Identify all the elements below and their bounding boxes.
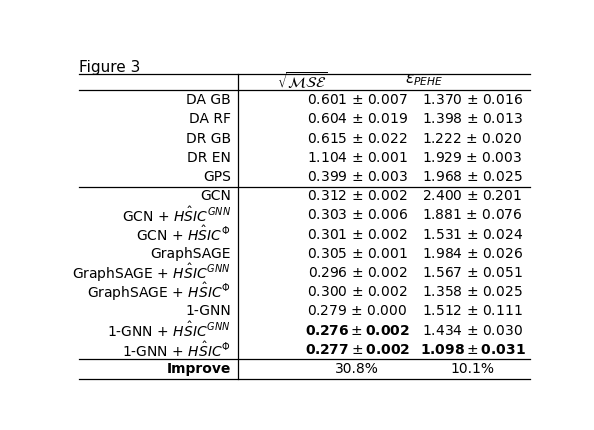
Text: DR GB: DR GB bbox=[186, 132, 230, 146]
Text: $\mathbf{0.276} \pm \mathbf{0.002}$: $\mathbf{0.276} \pm \mathbf{0.002}$ bbox=[305, 324, 410, 338]
Text: 0.399 $\pm$ 0.003: 0.399 $\pm$ 0.003 bbox=[307, 170, 407, 184]
Text: 1.104 $\pm$ 0.001: 1.104 $\pm$ 0.001 bbox=[307, 151, 407, 165]
Text: GraphSAGE + $H\hat{S}IC^{\Phi}$: GraphSAGE + $H\hat{S}IC^{\Phi}$ bbox=[87, 281, 230, 304]
Text: 1-GNN + $H\hat{S}IC^{GNN}$: 1-GNN + $H\hat{S}IC^{GNN}$ bbox=[107, 321, 230, 340]
Text: 0.305 $\pm$ 0.001: 0.305 $\pm$ 0.001 bbox=[307, 247, 407, 261]
Text: $\mathbf{1.098} \pm \mathbf{0.031}$: $\mathbf{1.098} \pm \mathbf{0.031}$ bbox=[419, 343, 526, 357]
Text: 0.279 $\pm$ 0.000: 0.279 $\pm$ 0.000 bbox=[307, 304, 407, 319]
Text: 0.296 $\pm$ 0.002: 0.296 $\pm$ 0.002 bbox=[308, 266, 407, 280]
Text: 1-GNN: 1-GNN bbox=[185, 304, 230, 319]
Text: GraphSAGE + $H\hat{S}IC^{GNN}$: GraphSAGE + $H\hat{S}IC^{GNN}$ bbox=[72, 262, 230, 284]
Text: 1.567 $\pm$ 0.051: 1.567 $\pm$ 0.051 bbox=[422, 266, 523, 280]
Text: 1.531 $\pm$ 0.024: 1.531 $\pm$ 0.024 bbox=[422, 227, 523, 242]
Text: 1-GNN + $H\hat{S}IC^{\Phi}$: 1-GNN + $H\hat{S}IC^{\Phi}$ bbox=[122, 340, 230, 359]
Text: 0.300 $\pm$ 0.002: 0.300 $\pm$ 0.002 bbox=[307, 285, 407, 299]
Text: GraphSAGE: GraphSAGE bbox=[150, 247, 230, 261]
Text: 1.222 $\pm$ 0.020: 1.222 $\pm$ 0.020 bbox=[422, 132, 523, 146]
Text: 2.400 $\pm$ 0.201: 2.400 $\pm$ 0.201 bbox=[422, 189, 522, 203]
Text: GCN + $H\hat{S}IC^{GNN}$: GCN + $H\hat{S}IC^{GNN}$ bbox=[122, 206, 230, 225]
Text: GCN + $H\hat{S}IC^{\Phi}$: GCN + $H\hat{S}IC^{\Phi}$ bbox=[137, 225, 230, 244]
Text: 1.984 $\pm$ 0.026: 1.984 $\pm$ 0.026 bbox=[422, 247, 523, 261]
Text: DA RF: DA RF bbox=[189, 112, 230, 126]
Text: 1.370 $\pm$ 0.016: 1.370 $\pm$ 0.016 bbox=[422, 93, 523, 107]
Text: 1.929 $\pm$ 0.003: 1.929 $\pm$ 0.003 bbox=[422, 151, 523, 165]
Text: 1.358 $\pm$ 0.025: 1.358 $\pm$ 0.025 bbox=[422, 285, 523, 299]
Text: 1.512 $\pm$ 0.111: 1.512 $\pm$ 0.111 bbox=[422, 304, 523, 319]
Text: DA GB: DA GB bbox=[186, 93, 230, 107]
Text: 0.303 $\pm$ 0.006: 0.303 $\pm$ 0.006 bbox=[307, 209, 408, 222]
Text: 0.312 $\pm$ 0.002: 0.312 $\pm$ 0.002 bbox=[307, 189, 407, 203]
Text: 0.301 $\pm$ 0.002: 0.301 $\pm$ 0.002 bbox=[307, 227, 407, 242]
Text: GPS: GPS bbox=[203, 170, 230, 184]
Text: 1.434 $\pm$ 0.030: 1.434 $\pm$ 0.030 bbox=[422, 324, 523, 338]
Text: 0.615 $\pm$ 0.022: 0.615 $\pm$ 0.022 bbox=[307, 132, 407, 146]
Text: GCN: GCN bbox=[200, 189, 230, 203]
Text: $\epsilon_{PEHE}$: $\epsilon_{PEHE}$ bbox=[405, 73, 443, 88]
Text: 1.968 $\pm$ 0.025: 1.968 $\pm$ 0.025 bbox=[422, 170, 523, 184]
Text: DR EN: DR EN bbox=[187, 151, 230, 165]
Text: 10.1%: 10.1% bbox=[450, 362, 494, 376]
Text: 0.601 $\pm$ 0.007: 0.601 $\pm$ 0.007 bbox=[307, 93, 407, 107]
Text: 0.604 $\pm$ 0.019: 0.604 $\pm$ 0.019 bbox=[307, 112, 408, 126]
Text: Figure 3: Figure 3 bbox=[79, 60, 140, 75]
Text: 30.8%: 30.8% bbox=[336, 362, 380, 376]
Text: 1.881 $\pm$ 0.076: 1.881 $\pm$ 0.076 bbox=[422, 209, 523, 222]
Text: $\mathbf{0.277} \pm \mathbf{0.002}$: $\mathbf{0.277} \pm \mathbf{0.002}$ bbox=[305, 343, 410, 357]
Text: Improve: Improve bbox=[166, 362, 230, 376]
Text: $\sqrt{\mathcal{MSE}}$: $\sqrt{\mathcal{MSE}}$ bbox=[277, 70, 327, 91]
Text: 1.398 $\pm$ 0.013: 1.398 $\pm$ 0.013 bbox=[422, 112, 523, 126]
